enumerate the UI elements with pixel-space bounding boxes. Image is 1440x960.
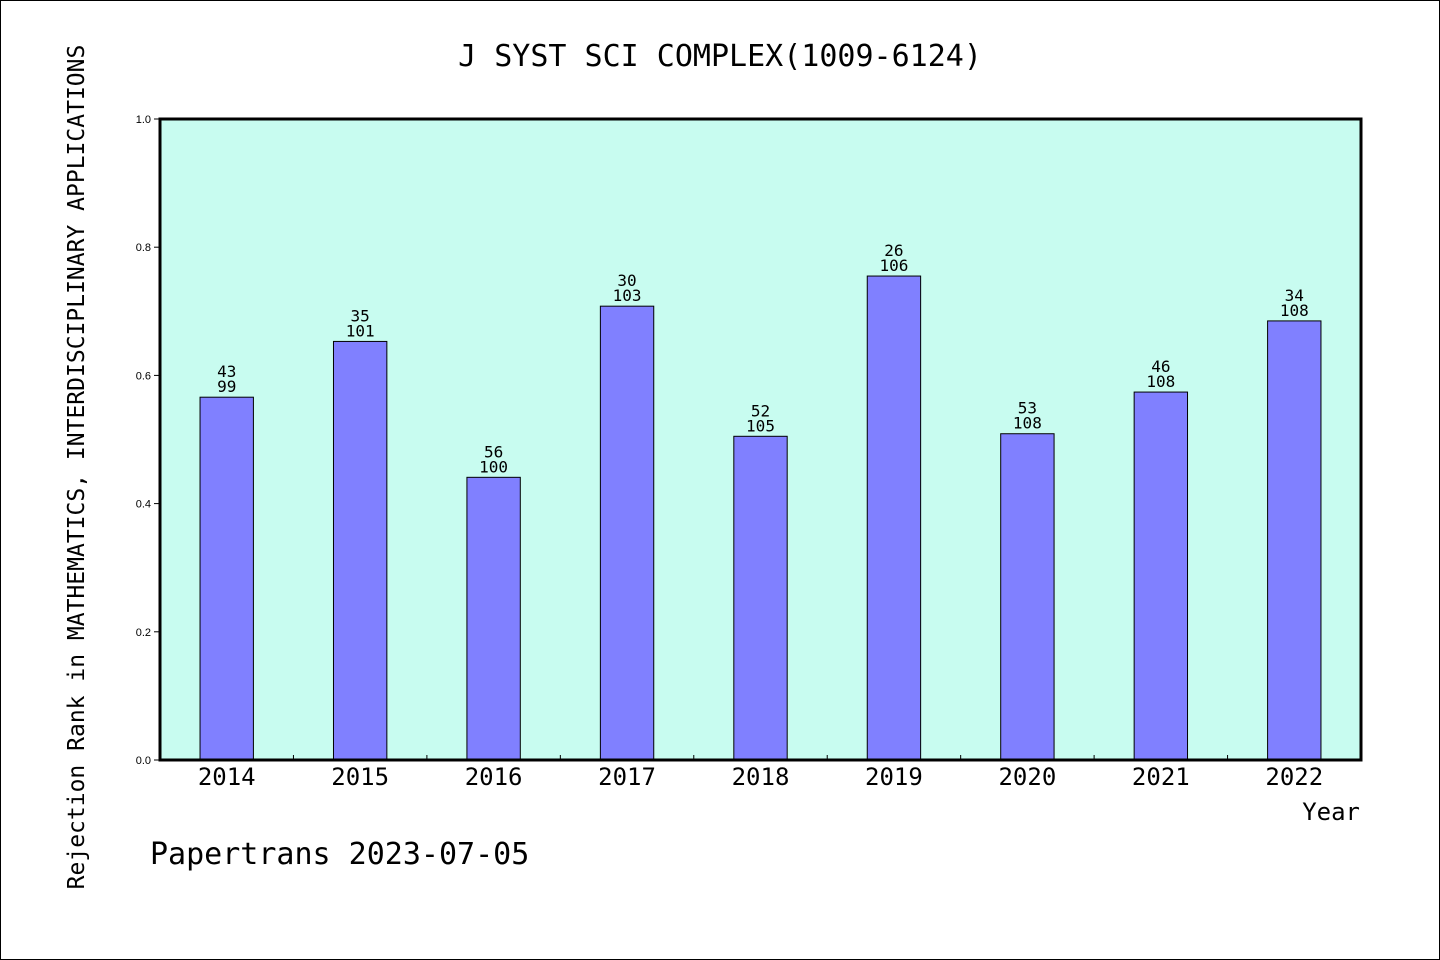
y-axis-label: Rejection Rank in MATHEMATICS, INTERDISC… [64,45,90,890]
bar-2021 [1133,391,1189,761]
y-tick-label: 1.0 [136,114,151,126]
data-label-top: 43 [217,362,236,381]
bar-2018 [733,435,788,761]
bar-2019 [866,275,922,761]
bar-2022 [1267,320,1322,761]
x-category-label: 2020 [998,763,1056,791]
plot-border [158,117,1363,762]
bar-2016 [466,476,521,761]
y-tick-label: 0.8 [136,242,151,254]
data-label-bottom: 105 [746,416,775,435]
data-label-top: 35 [351,306,370,325]
bar-2020 [1000,433,1055,761]
data-label-top: 26 [884,241,903,260]
bar-2015 [332,340,388,761]
x-category-label: 2018 [732,763,790,791]
data-label-layer: 4399351015610030103521052610653108461083… [217,241,1309,476]
y-tick-label: 0.0 [136,755,151,767]
bar-layer [199,275,1322,761]
data-label-bottom: 108 [1146,372,1175,391]
y-tick-label: 0.6 [136,370,151,382]
category-label-layer: 2014 2015 2016 2017 2018 2019 2020 2021 2022 [198,763,1323,791]
x-axis-label: Year [1302,798,1360,826]
y-tick-label: 0.4 [136,499,151,511]
data-label-bottom: 106 [879,256,908,275]
data-label-top: 56 [484,442,503,461]
data-label-bottom: 103 [613,286,642,305]
data-label-bottom: 108 [1013,414,1042,433]
y-tick-layer: 0.0 0.2 0.4 0.6 0.8 1.0 [136,114,160,767]
x-category-label: 2021 [1132,763,1190,791]
bar-2017 [599,305,655,761]
footer-credit: Papertrans 2023-07-05 [150,837,529,872]
y-tick-label: 0.2 [136,627,151,639]
bar-2014 [199,396,254,761]
data-label-bottom: 99 [217,377,236,396]
data-label-bottom: 100 [479,457,508,476]
x-category-label: 2014 [198,763,256,791]
x-category-label: 2015 [331,763,389,791]
x-category-label: 2016 [465,763,523,791]
chart-title: J SYST SCI COMPLEX(1009-6124) [458,39,982,74]
data-label-top: 52 [751,401,770,420]
data-label-top: 46 [1151,357,1170,376]
data-label-top: 34 [1285,286,1304,305]
x-category-label: 2022 [1265,763,1323,791]
data-label-bottom: 101 [346,321,375,340]
x-category-label: 2019 [865,763,923,791]
data-label-top: 53 [1018,399,1037,418]
data-label-top: 30 [617,271,636,290]
x-category-label: 2017 [598,763,656,791]
data-label-bottom: 108 [1280,301,1309,320]
